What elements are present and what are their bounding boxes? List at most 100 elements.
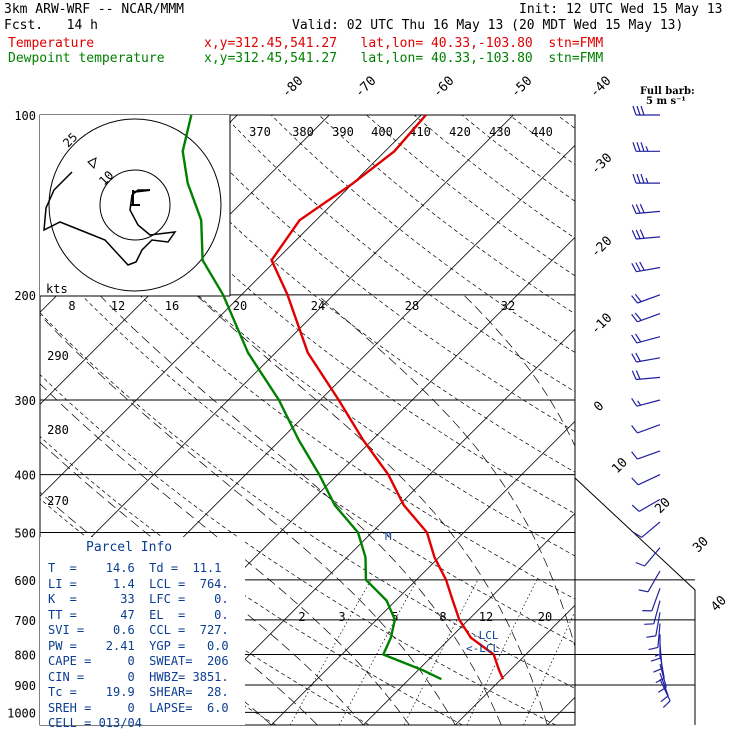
theta-label: 370 bbox=[249, 125, 271, 139]
isotherm-label: -80 bbox=[279, 74, 306, 101]
dewpoint-trace bbox=[181, 115, 442, 681]
dry-adiabat bbox=[40, 187, 575, 600]
hodograph-speed-label: 8 bbox=[68, 299, 75, 313]
hodograph-units: kts bbox=[46, 282, 68, 296]
isotherm-label: -20 bbox=[588, 234, 615, 261]
pressure-tick-label: 1000 bbox=[7, 706, 36, 720]
theta-left-label: 280 bbox=[47, 423, 69, 437]
parcel-info-row: T = 14.6 Td = 11.1 bbox=[48, 561, 222, 575]
theta-label: 380 bbox=[292, 125, 314, 139]
parcel-info-row: Tc = 19.9 SHEAR= 28. bbox=[48, 685, 229, 699]
wind-barb bbox=[631, 370, 661, 381]
parcel-info-row: K = 33 LFC = 0. bbox=[48, 592, 229, 606]
parcel-info-row: CIN = 0 HWBZ= 3851. bbox=[48, 669, 229, 684]
theta-label: 440 bbox=[531, 125, 553, 139]
isotherm bbox=[363, 512, 575, 725]
annotation-m: M bbox=[385, 530, 392, 543]
pressure-tick-label: 700 bbox=[14, 614, 36, 628]
isotherm-label: 20 bbox=[652, 495, 674, 517]
hodograph-mean bbox=[130, 189, 151, 206]
dry-adiabat bbox=[461, 115, 575, 202]
isotherm bbox=[455, 604, 575, 725]
plot-border bbox=[39, 114, 576, 726]
storm-motion-marker bbox=[87, 157, 97, 170]
pressure-tick-label: 400 bbox=[14, 469, 36, 483]
wind-barb bbox=[631, 203, 661, 215]
parcel-info-row: SVI = 0.6 CCL = 727. bbox=[48, 623, 229, 637]
isotherm bbox=[639, 115, 740, 725]
dry-adiabat bbox=[413, 115, 575, 239]
mixing-ratio-label: 2 bbox=[298, 610, 305, 624]
wind-barb bbox=[631, 498, 661, 512]
parcel-info-row: PW = 2.41 YGP = 0.0 bbox=[48, 638, 229, 653]
dry-adiabat bbox=[556, 115, 575, 129]
wind-barb bbox=[659, 678, 671, 708]
hodograph-speed-label: 12 bbox=[111, 299, 125, 313]
hodograph-speed-label: 20 bbox=[233, 299, 247, 313]
moist-adiabat bbox=[610, 295, 686, 725]
pressure-tick-label: 200 bbox=[14, 289, 36, 303]
isotherm bbox=[179, 328, 575, 725]
forecast-hour: Fcst. 14 h bbox=[4, 18, 98, 33]
annotation-lcl: <-LCL bbox=[466, 642, 499, 655]
pressure-tick-label: 300 bbox=[14, 394, 36, 408]
isotherm-label: 10 bbox=[609, 455, 631, 477]
dewpoint-legend: Dewpoint temperature bbox=[8, 51, 165, 66]
parcel-info-row: CAPE = 0 SWEAT= 206 bbox=[48, 654, 229, 668]
dry-adiabat bbox=[40, 374, 556, 725]
hodograph-ring-inner bbox=[99, 169, 171, 241]
wind-barb bbox=[648, 623, 661, 651]
wind-barb bbox=[642, 588, 661, 612]
wind-barb bbox=[631, 352, 661, 363]
isotherm-label: -30 bbox=[588, 151, 615, 178]
isotherm-label: -40 bbox=[587, 74, 614, 101]
wind-barb bbox=[635, 547, 661, 567]
moist-adiabat bbox=[40, 491, 318, 725]
temperature-legend: Temperature bbox=[8, 36, 95, 51]
parcel-info-row: CELL = 013/04 bbox=[48, 716, 142, 730]
dewpoint-location: x,y=312.45,541.27 lat,lon= 40.33,-103.80… bbox=[204, 51, 604, 66]
temperature-trace bbox=[270, 115, 505, 680]
isotherm-label: 0 bbox=[591, 399, 607, 415]
wind-barb bbox=[631, 397, 661, 407]
isotherm bbox=[731, 115, 740, 725]
hodograph-speed-label: 28 bbox=[405, 299, 419, 313]
valid-time: Valid: 02 UTC Thu 16 May 13 (20 MDT Wed … bbox=[292, 18, 684, 33]
isotherm-label: -50 bbox=[508, 74, 535, 101]
extension-border bbox=[574, 477, 696, 725]
wind-barb bbox=[631, 261, 661, 273]
wind-barb bbox=[631, 333, 661, 344]
mixing-ratio-label: 12 bbox=[479, 610, 493, 624]
dry-adiabat bbox=[605, 115, 740, 725]
parcel-info-row: TT = 47 EL = 0. bbox=[48, 607, 229, 622]
theta-label: 390 bbox=[332, 125, 354, 139]
pressure-tick-label: 800 bbox=[14, 648, 36, 662]
pressure-tick-label: 100 bbox=[14, 109, 36, 123]
wind-barbs bbox=[631, 105, 671, 708]
moist-adiabat bbox=[40, 383, 410, 725]
parcel-info-row: SREH = 0 LAPSE= 6.0 bbox=[48, 700, 229, 715]
wind-barb bbox=[631, 424, 661, 434]
isotherm-label: -60 bbox=[430, 74, 457, 101]
isotherm bbox=[547, 696, 575, 725]
pressure-tick-label: 900 bbox=[14, 679, 36, 693]
wind-barb bbox=[638, 570, 661, 593]
parcel-info-panel bbox=[40, 537, 245, 725]
wind-barb bbox=[644, 600, 661, 625]
hodograph-speed-label: 24 bbox=[311, 299, 325, 313]
mixing-ratio-line bbox=[338, 579, 418, 725]
parcel-info-row: LI = 1.4 LCL = 764. bbox=[48, 576, 229, 591]
theta-label: 420 bbox=[449, 125, 471, 139]
wind-barb bbox=[631, 450, 661, 460]
isotherm-label: 40 bbox=[708, 593, 730, 615]
hodograph-trace bbox=[43, 171, 177, 266]
pressure-tick-label: 600 bbox=[14, 574, 36, 588]
isotherm bbox=[40, 115, 422, 497]
theta-left-label: 290 bbox=[47, 349, 69, 363]
dry-adiabat bbox=[652, 115, 740, 725]
isotherm-label: -10 bbox=[588, 311, 615, 338]
mixing-ratio-label: 3 bbox=[338, 610, 345, 624]
barb-legend-title: Full barb: bbox=[640, 86, 695, 97]
isotherm bbox=[40, 115, 514, 589]
wind-barb bbox=[631, 312, 661, 323]
